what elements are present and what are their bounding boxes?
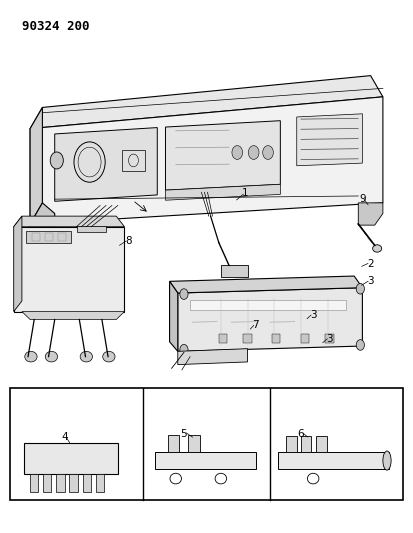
Polygon shape (30, 97, 383, 224)
Bar (24, 442, 118, 474)
Polygon shape (178, 288, 362, 351)
Bar (30, 474, 38, 492)
Circle shape (263, 146, 273, 159)
Ellipse shape (80, 351, 93, 362)
Polygon shape (14, 227, 124, 312)
Bar (301, 436, 311, 452)
Text: 5: 5 (180, 429, 187, 439)
Polygon shape (178, 349, 247, 365)
Polygon shape (22, 312, 124, 319)
Text: 3: 3 (367, 276, 374, 286)
Text: 3: 3 (326, 334, 333, 344)
Circle shape (180, 289, 188, 300)
Bar (188, 435, 199, 452)
Bar (69, 474, 78, 492)
Text: 4: 4 (62, 432, 68, 442)
Polygon shape (14, 216, 124, 227)
Circle shape (50, 152, 63, 169)
Polygon shape (30, 203, 55, 266)
Bar (155, 452, 256, 469)
Bar (278, 452, 389, 469)
Bar (168, 435, 179, 452)
Bar (83, 474, 91, 492)
Polygon shape (30, 108, 43, 224)
Text: 9: 9 (359, 193, 366, 204)
Ellipse shape (25, 351, 37, 362)
Circle shape (180, 344, 188, 355)
Bar (26, 231, 71, 243)
Bar (32, 232, 40, 241)
Polygon shape (30, 76, 383, 128)
Ellipse shape (373, 245, 382, 252)
Circle shape (356, 340, 364, 350)
Text: 3: 3 (310, 310, 316, 320)
Ellipse shape (383, 451, 391, 470)
Text: 90324 200: 90324 200 (22, 20, 89, 33)
Polygon shape (358, 203, 383, 225)
Text: 7: 7 (252, 320, 259, 330)
Polygon shape (297, 114, 362, 166)
Bar (9, 389, 404, 500)
Polygon shape (170, 276, 362, 293)
Bar (45, 232, 53, 241)
Bar (190, 301, 346, 310)
Polygon shape (166, 184, 280, 200)
Bar (221, 265, 247, 277)
Polygon shape (170, 281, 178, 351)
Text: 8: 8 (125, 236, 132, 246)
Bar (219, 334, 227, 343)
Bar (243, 334, 252, 343)
Polygon shape (166, 120, 280, 190)
Bar (301, 334, 309, 343)
Bar (316, 436, 327, 452)
Polygon shape (14, 216, 22, 312)
Text: 6: 6 (297, 429, 304, 439)
Text: 1: 1 (242, 188, 249, 198)
Circle shape (248, 146, 259, 159)
Bar (122, 150, 145, 171)
Bar (287, 436, 297, 452)
Bar (58, 232, 66, 241)
Bar (77, 225, 106, 232)
Bar (272, 334, 280, 343)
Circle shape (356, 284, 364, 294)
Polygon shape (55, 127, 157, 201)
Bar (43, 474, 52, 492)
Ellipse shape (103, 351, 115, 362)
Bar (96, 474, 104, 492)
Ellipse shape (45, 351, 57, 362)
Circle shape (232, 146, 242, 159)
Text: 2: 2 (367, 259, 374, 269)
Bar (325, 334, 334, 343)
Bar (56, 474, 64, 492)
